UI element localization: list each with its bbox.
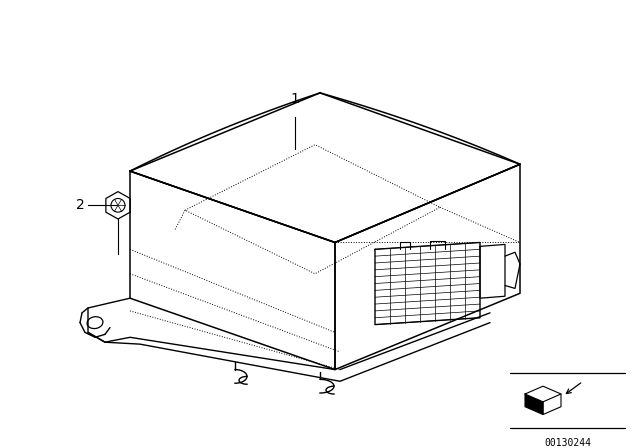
Text: 1: 1 (291, 91, 300, 106)
Text: 00130244: 00130244 (544, 438, 591, 448)
Polygon shape (525, 394, 543, 414)
Text: 2: 2 (76, 198, 84, 212)
